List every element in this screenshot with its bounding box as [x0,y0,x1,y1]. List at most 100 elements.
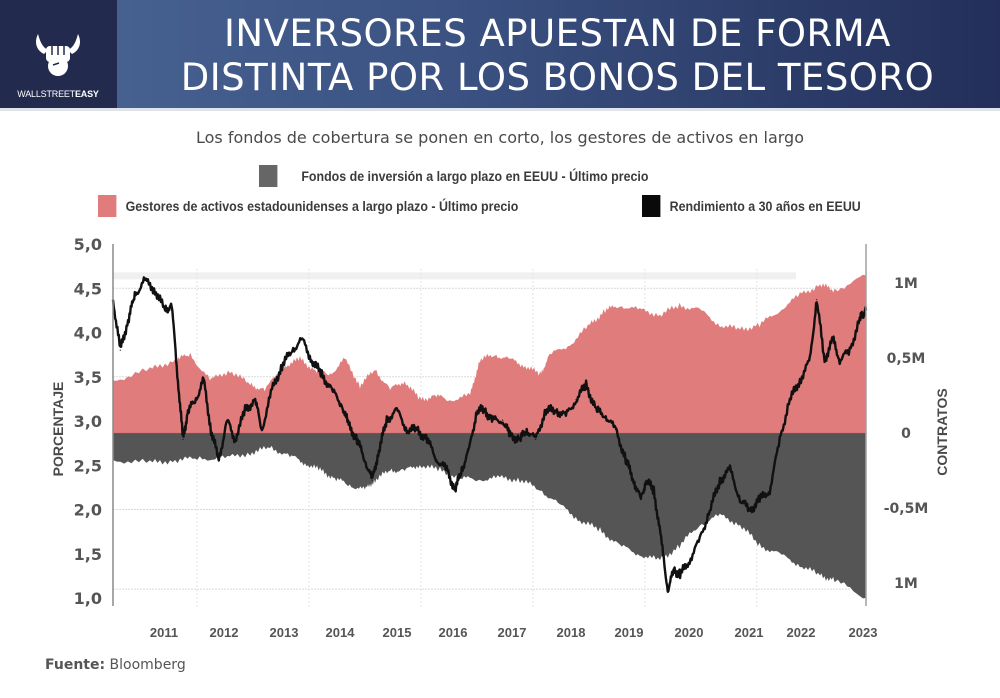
x-tick-label: 2016 [439,625,468,640]
y2-tick-label: 1M [894,576,918,592]
yield-point [526,429,528,431]
yield-point [640,499,642,501]
yield-point [187,409,189,411]
legend-item-yield: Rendimiento a 30 años en EEUU [642,195,861,217]
yield-point [653,489,655,491]
yield-point [446,469,448,471]
yield-point [311,359,313,361]
yield-point [406,429,408,431]
yield-point [281,364,283,366]
yield-point [555,409,557,411]
legend-swatch-black [642,195,661,217]
x-tick-label: 2013 [270,625,299,640]
yield-point [210,429,212,431]
y-tick-label: 1,0 [74,589,102,608]
x-tick-label: 2023 [849,625,878,640]
x-tick-label: 2015 [383,625,412,640]
x-tick-label: 2020 [675,625,704,640]
yield-point [164,309,166,311]
y-tick-label: 1,5 [74,545,102,564]
yield-point [502,419,504,421]
yield-point [519,438,521,441]
yield-point [615,429,617,431]
axes [112,244,867,606]
yield-point [633,479,635,481]
y2-tick-label: 0,5M [887,351,926,367]
yield-point [378,449,380,451]
yield-point [396,409,398,411]
source-label: Fuente: [45,657,106,673]
chart-subtitle: Los fondos de cobertura se ponen en cort… [196,128,804,147]
yield-point [645,479,647,481]
line-series [111,276,868,593]
yield-point [689,559,691,561]
yield-point [261,429,263,431]
yield-point [595,409,597,411]
header-banner [0,0,1000,110]
yield-point [476,409,478,411]
yield-point [605,415,607,417]
brand-name-bold: EASY [74,89,99,99]
yield-point [859,319,861,321]
x-tick-label: 2021 [735,625,764,640]
x-tick-label: 2012 [210,625,239,640]
y-tick-label: 2,0 [74,501,102,520]
brand-name-light: WALLSTREET [17,89,75,99]
y2-tick-label: -0,5M [884,501,929,517]
yield-point [331,389,333,391]
page-title: INVERSORES APUESTAN DE FORMA DISTINTA PO… [135,12,980,100]
y-tick-label: 4,0 [74,324,102,343]
yield-point [436,459,438,461]
y-tick-label: 2,5 [74,456,102,475]
yield-point [341,404,343,406]
top-band [113,272,797,280]
bull-fist-icon [36,34,80,76]
yield-point [234,438,236,441]
yield-point [171,304,173,306]
y2-tick-labels: 1M 0,5M 0 -0,5M 1M [884,276,929,592]
yield-point [839,359,841,361]
yield-point [673,569,675,571]
yield-point [271,389,273,391]
x-tick-label: 2014 [326,625,356,640]
yield-point [195,399,197,401]
yield-point [823,359,826,361]
y-tick-label: 5,0 [74,235,102,254]
area-hedge-funds [113,433,866,599]
title-line-1: INVERSORES APUESTAN DE FORMA [224,12,891,55]
yield-point [356,438,358,441]
yield-point [749,509,751,511]
yield-point [177,379,179,381]
title-line-2: DISTINTA POR LOS BONOS DEL TESORO [180,56,935,99]
yield-point [386,419,388,421]
yield-point [660,538,662,541]
y-tick-label: 3,0 [74,412,102,431]
yield-point [709,509,711,511]
yield-point [218,459,220,461]
yield-point [535,438,537,441]
y-tick-label: 3,5 [74,368,102,387]
y2-tick-label: 0 [901,426,911,442]
legend-label: Fondos de inversión a largo plazo en EEU… [301,168,649,184]
legend-swatch-red [98,195,117,217]
yield-point [545,409,547,411]
yield-point [739,499,741,501]
yield-point [585,384,587,386]
yield-point [679,574,681,576]
yield-point [426,438,428,441]
yield-point [779,438,781,441]
legend-label: Rendimiento a 30 años en EEUU [669,198,861,214]
yield-point [667,589,669,591]
yield-point [226,419,228,421]
banner-divider [0,108,1000,111]
brand-name: WALLSTREETEASY [14,89,102,99]
yield-point [127,319,129,321]
y-tick-label: 4,5 [74,279,102,298]
yield-point [565,415,567,417]
yield-point [364,459,366,461]
brand-logo: WALLSTREETEASY [14,28,102,99]
yield-point [119,349,121,351]
x-tick-labels: 2011 2012 2013 2014 2015 2016 2017 2018 2019 2020… [150,625,878,640]
yield-point [468,449,470,451]
